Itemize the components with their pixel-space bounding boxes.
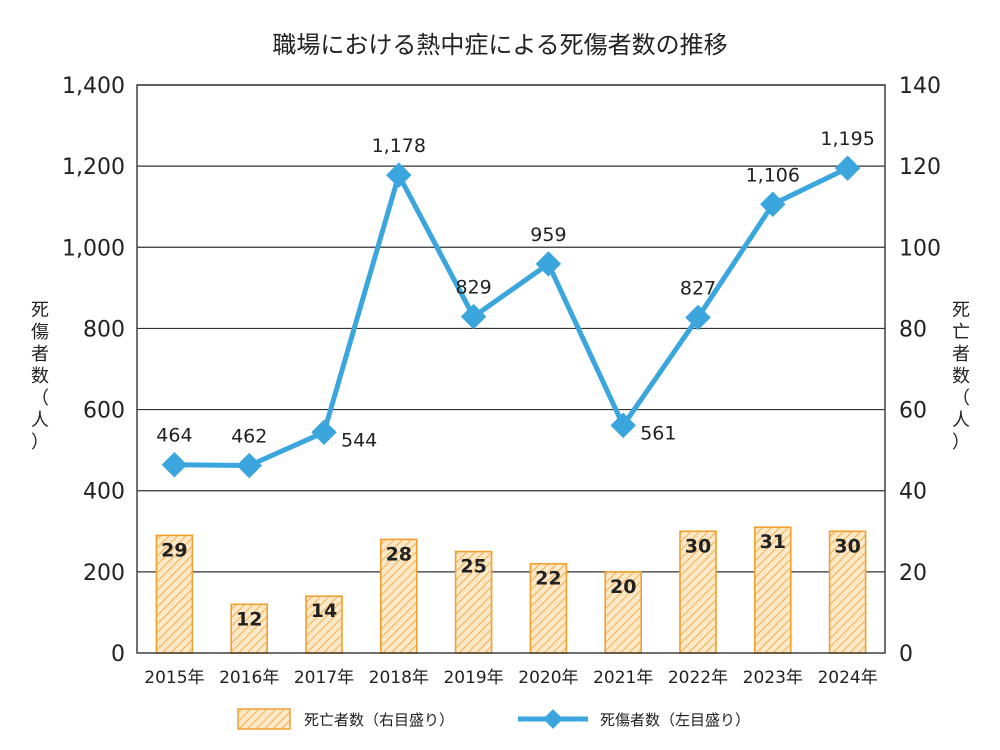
plot-frame [136, 84, 886, 654]
line-value-label: 1,178 [372, 135, 426, 157]
line-value-label: 1,106 [746, 164, 800, 186]
line-point [460, 303, 487, 330]
legend-line-marker [543, 709, 563, 729]
x-tick-label: 2023年 [743, 668, 803, 688]
y-left-tick-label: 800 [83, 317, 125, 342]
y-left-tick-label: 200 [83, 561, 125, 586]
chart-title: 職場における熱中症による死傷者数の推移 [272, 31, 727, 59]
bar-value-label: 28 [386, 543, 412, 565]
x-tick-label: 2020年 [518, 668, 578, 688]
gridlines [137, 84, 885, 573]
line-value-label: 1,195 [820, 128, 874, 150]
y-left-tick-label: 1,400 [62, 74, 125, 99]
line-series [161, 155, 861, 479]
y-right-tick-label: 60 [899, 399, 927, 424]
line-value-label: 464 [156, 425, 192, 447]
y-left-tick-label: 0 [111, 642, 125, 667]
axes: 0 200 400 600 800 1,000 1,200 1,400 0 20 40 60 80 100… [62, 74, 941, 688]
line-value-label: 827 [680, 277, 716, 299]
line-point [386, 162, 412, 188]
bar [679, 530, 717, 654]
line-point [161, 452, 188, 478]
bar [529, 562, 568, 654]
line-value-label: 561 [640, 422, 676, 444]
bar-value-label: 30 [685, 535, 711, 557]
y-right-tick-label: 140 [899, 74, 941, 99]
bar [230, 603, 268, 654]
legend-bar-swatch [237, 708, 291, 730]
y-axis-right-label: 死亡者数（人） [952, 300, 970, 453]
line-value-label: 462 [231, 426, 267, 448]
y-left-tick-label: 1,000 [62, 236, 125, 261]
x-tick-label: 2015年 [144, 668, 204, 688]
line-point [311, 419, 337, 446]
bar-value-label: 25 [460, 556, 486, 578]
x-tick-label: 2016年 [219, 668, 279, 688]
bar [454, 550, 493, 654]
x-tick-label: 2017年 [294, 668, 354, 688]
x-tick-label: 2024年 [817, 668, 877, 688]
line-value-label: 544 [341, 429, 377, 451]
line-point [760, 191, 786, 218]
bar-series [155, 526, 867, 654]
y-left-tick-label: 1,200 [62, 155, 125, 180]
bar [828, 530, 867, 654]
legend: 死亡者数（右目盛り） 死傷者数（左目盛り） [237, 708, 750, 730]
y-right-tick-label: 40 [899, 480, 927, 505]
line-value-label: 959 [530, 224, 566, 246]
line-point [685, 304, 711, 331]
x-tick-label: 2022年 [668, 668, 728, 688]
y-left-tick-label: 600 [83, 399, 125, 424]
line-path [174, 165, 849, 469]
bar-value-label: 22 [535, 568, 561, 590]
line-value-label: 829 [455, 277, 491, 299]
y-right-tick-label: 100 [899, 236, 941, 261]
y-right-tick-label: 20 [899, 561, 927, 586]
x-tick-label: 2018年 [369, 668, 429, 688]
bar-value-label: 20 [610, 576, 636, 598]
x-tick-label: 2021年 [593, 668, 653, 688]
y-left-tick-label: 400 [83, 480, 125, 505]
bar-value-label: 14 [311, 600, 337, 622]
y-right-tick-label: 0 [899, 642, 913, 667]
legend-bar-label: 死亡者数（右目盛り） [304, 711, 454, 729]
line-point [236, 452, 262, 479]
y-axis-left-label: 死傷者数（人） [31, 300, 49, 453]
legend-line-label: 死傷者数（左目盛り） [600, 711, 750, 729]
bar-value-label: 12 [236, 608, 262, 630]
line-point [610, 412, 636, 439]
x-tick-label: 2019年 [443, 668, 503, 688]
line-point [834, 155, 861, 181]
bar [305, 595, 343, 654]
bar-value-label: 30 [834, 535, 860, 557]
data-labels: 29 12 14 28 25 22 20 30 31 30 464 462 544 1,178 829 959… [156, 128, 875, 630]
y-right-tick-label: 80 [899, 317, 927, 342]
y-right-tick-label: 120 [899, 155, 941, 180]
bar [604, 571, 643, 654]
bar-value-label: 31 [760, 531, 786, 553]
bar-value-label: 29 [161, 539, 187, 561]
